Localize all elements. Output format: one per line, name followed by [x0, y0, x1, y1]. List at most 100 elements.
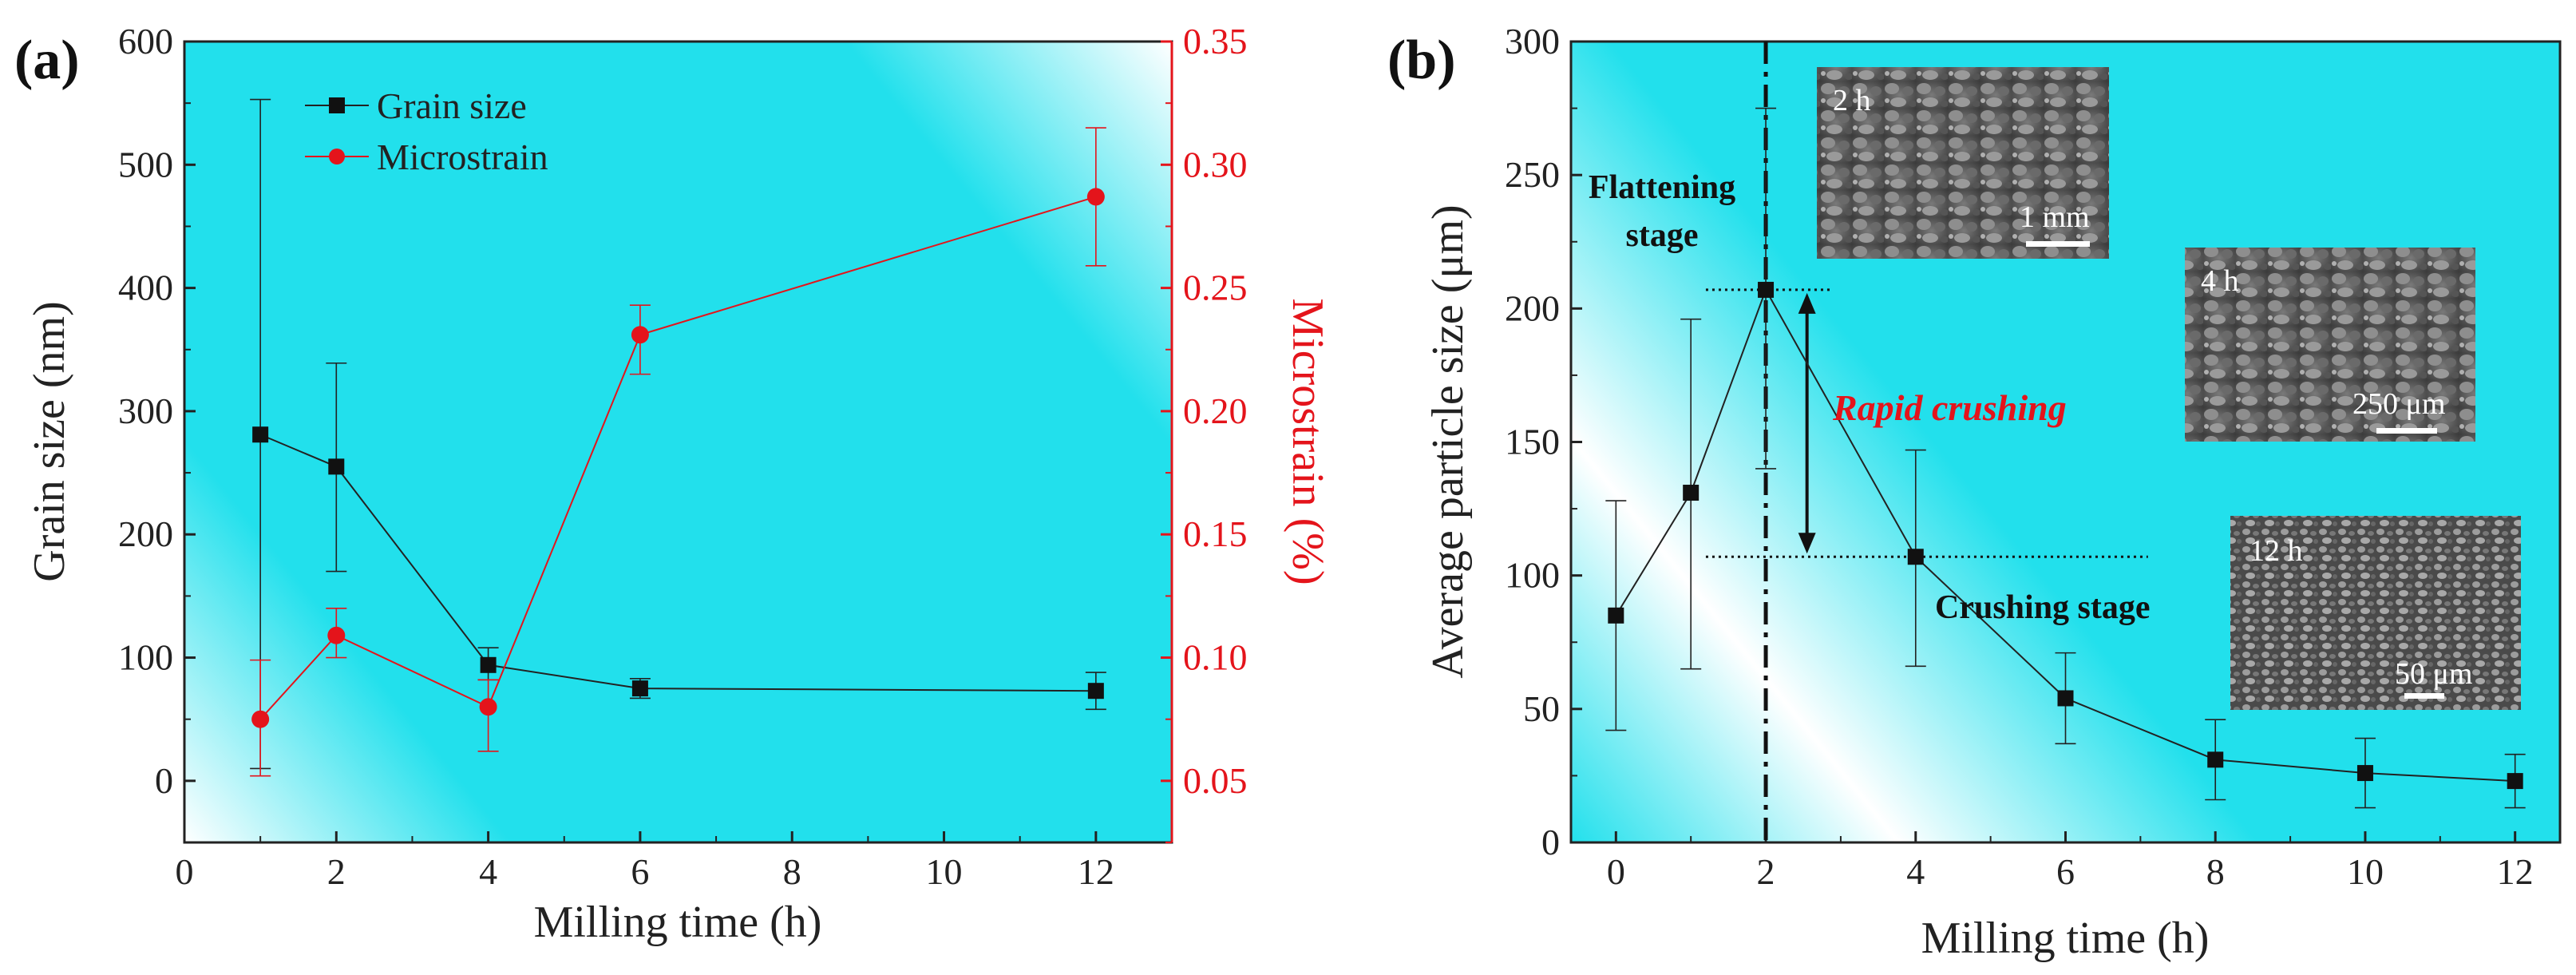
sem-image-4h: [2185, 248, 2475, 442]
a-y2-tick-label: 0.25: [1183, 268, 1248, 308]
sem-image-2h: [1817, 67, 2109, 259]
panel-a: 0 2 4 6 8 10 12 0 100 200 300 400 500 600 0.05 0.10 0.…: [14, 21, 1332, 947]
a-y2-tick-label: 0.10: [1183, 637, 1248, 678]
particle-point: [2057, 690, 2074, 707]
panel-a-x-ticks: 0 2 4 6 8 10 12: [176, 831, 1114, 892]
rapid-crushing-label: Rapid crushing: [1832, 387, 2067, 428]
micro-point: [479, 698, 497, 716]
crushing-stage-label: Crushing stage: [1935, 589, 2151, 626]
particle-size-series: [1605, 107, 2526, 809]
sem-image-12h: [2230, 516, 2521, 710]
micro-point: [327, 626, 346, 644]
b-y-tick-label: 200: [1505, 287, 1560, 328]
panel-a-legend: Grain size Microstrain: [305, 85, 548, 177]
a-y2-tick-label: 0.20: [1183, 390, 1248, 431]
rapid-crushing-arrow: [1798, 292, 1816, 554]
panel-a-label: (a): [14, 30, 80, 91]
rapid-crushing-arrow-head-down: [1798, 533, 1816, 554]
panel-b-x-ticks: 0 2 4 6 8 10 12: [1607, 831, 2534, 892]
panel-b-y-axis-title: Average particle size (μm): [1423, 204, 1473, 678]
a-x-tick-label: 6: [631, 851, 649, 892]
a-y-tick-label: 400: [118, 268, 173, 308]
a-x-tick-label: 0: [176, 851, 194, 892]
sem-scale-label-12h: 50 μm: [2395, 657, 2472, 691]
particle-point: [1683, 485, 1700, 501]
a-y-tick-label: 300: [118, 390, 173, 431]
sem-scale-label-4h: 250 μm: [2352, 387, 2445, 421]
a-x-tick-label: 12: [1078, 851, 1114, 892]
a-y2-tick-label: 0.35: [1183, 21, 1248, 61]
a-x-tick-label: 4: [479, 851, 497, 892]
grain-point: [631, 680, 648, 697]
a-y-tick-label: 100: [118, 637, 173, 678]
sem-inset-2h: 2 h 1 mm: [1817, 67, 2109, 259]
b-y-tick-label: 250: [1505, 154, 1560, 195]
a-x-tick-label: 10: [926, 851, 963, 892]
b-x-tick-label: 6: [2056, 851, 2075, 892]
a-y-tick-label: 500: [118, 144, 173, 184]
a-y-tick-label: 200: [118, 513, 173, 554]
b-x-tick-label: 2: [1757, 851, 1775, 892]
legend-micro-marker: [329, 149, 345, 164]
grain-size-series: [250, 98, 1106, 770]
micro-point: [631, 326, 649, 344]
rapid-crushing-arrow-head-up: [1798, 292, 1816, 314]
particle-point: [1758, 281, 1775, 298]
b-y-tick-label: 50: [1523, 688, 1560, 729]
panel-a-x-axis-title: Milling time (h): [534, 898, 822, 947]
panel-b-label: (b): [1387, 30, 1456, 91]
sem-time-label-12h: 12 h: [2250, 534, 2303, 568]
a-y2-tick-label: 0.15: [1183, 513, 1248, 554]
sem-inset-4h: 4 h 250 μm: [2185, 248, 2475, 442]
b-x-tick-label: 4: [1906, 851, 1925, 892]
panel-b-y-ticks: 0 50 100 150 200 250 300: [1505, 21, 1582, 862]
sem-time-label-4h: 4 h: [2201, 264, 2239, 298]
sem-scale-bar-2h: [2026, 241, 2090, 247]
panel-a-y2-axis-title: Microstrain (%): [1283, 298, 1332, 585]
b-x-tick-label: 8: [2206, 851, 2225, 892]
a-x-tick-label: 2: [327, 851, 346, 892]
b-y-tick-label: 100: [1505, 555, 1560, 596]
a-y2-tick-label: 0.30: [1183, 144, 1248, 184]
particle-point: [2207, 751, 2224, 768]
panel-b: 0 2 4 6 8 10 12 0 50 100 150 200 250 300 2 h 1 mm 4 …: [1387, 21, 2562, 963]
sem-scale-bar-4h: [2376, 428, 2437, 434]
legend-item-microstrain: Microstrain: [305, 137, 548, 177]
microstrain-series: [250, 127, 1106, 777]
sem-scale-label-2h: 1 mm: [2020, 200, 2090, 234]
particle-line: [1615, 287, 2515, 783]
micro-point: [1086, 188, 1105, 206]
sem-time-label-2h: 2 h: [1833, 84, 1871, 117]
sem-inset-12h: 12 h 50 μm: [2230, 516, 2521, 710]
flattening-stage-label-line1: Flattening: [1589, 169, 1735, 206]
panel-a-y-ticks: 0 100 200 300 400 500 600: [118, 21, 196, 843]
particle-point: [2507, 773, 2523, 790]
legend-grain-label: Grain size: [377, 85, 527, 126]
b-x-tick-label: 0: [1607, 851, 1625, 892]
grain-point: [480, 656, 497, 673]
legend-item-grain-size: Grain size: [305, 85, 527, 126]
legend-micro-label: Microstrain: [377, 137, 548, 177]
b-y-tick-label: 300: [1505, 21, 1560, 61]
a-x-tick-label: 8: [783, 851, 801, 892]
flattening-stage-label-line2: stage: [1626, 217, 1699, 254]
a-y-tick-label: 0: [155, 760, 173, 801]
grain-point: [1087, 683, 1104, 700]
b-x-tick-label: 10: [2347, 851, 2384, 892]
grain-point: [252, 426, 269, 443]
panel-a-y-axis-title: Grain size (nm): [25, 301, 74, 581]
b-y-tick-label: 150: [1505, 422, 1560, 462]
grain-point: [328, 458, 345, 475]
micro-point: [251, 710, 270, 728]
a-y2-tick-label: 0.05: [1183, 760, 1248, 801]
particle-point: [1907, 549, 1924, 565]
particle-point: [1608, 607, 1624, 624]
panel-a-background: [184, 42, 1172, 842]
sem-scale-bar-12h: [2404, 693, 2444, 699]
b-y-tick-label: 0: [1541, 822, 1560, 862]
legend-grain-marker: [329, 97, 345, 113]
panel-b-x-axis-title: Milling time (h): [1921, 914, 2210, 963]
a-y-tick-label: 600: [118, 21, 173, 61]
b-x-tick-label: 12: [2497, 851, 2534, 892]
